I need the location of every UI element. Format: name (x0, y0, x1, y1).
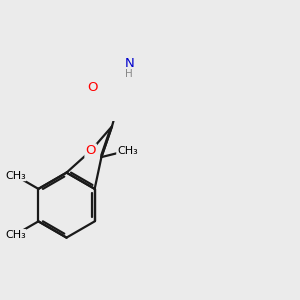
Text: N: N (124, 57, 134, 70)
Text: O: O (85, 144, 96, 158)
Text: O: O (87, 81, 98, 94)
Text: CH₃: CH₃ (117, 146, 138, 156)
Text: H: H (125, 69, 133, 79)
Text: CH₃: CH₃ (5, 230, 26, 240)
Text: CH₃: CH₃ (5, 171, 26, 181)
